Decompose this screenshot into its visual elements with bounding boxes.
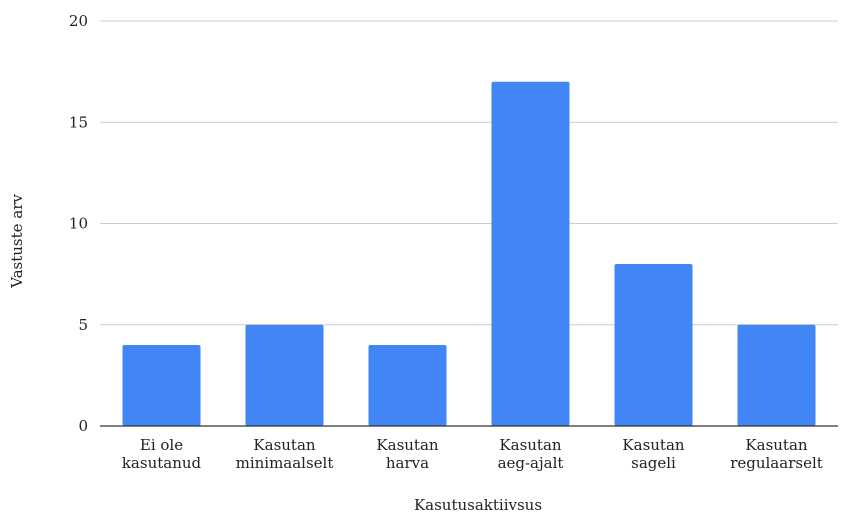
x-tick-label: Kasutan minimaalselt — [236, 436, 334, 472]
x-tick-label: Kasutan harva — [376, 436, 438, 472]
bar — [368, 345, 447, 426]
bar — [614, 264, 693, 426]
x-axis-ticks: Ei ole kasutanud Kasutan minimaalselt Kasuta… — [122, 436, 823, 472]
bar — [491, 81, 570, 426]
y-tick-label: 15 — [69, 113, 88, 131]
y-tick-label: 0 — [78, 417, 88, 435]
bars — [122, 81, 816, 426]
x-tick-label: Kasutan sageli — [622, 436, 684, 472]
bar — [245, 324, 324, 426]
bar — [737, 324, 816, 426]
y-tick-label: 10 — [69, 215, 88, 233]
y-tick-label: 5 — [78, 316, 88, 334]
gridlines — [100, 20, 838, 326]
x-tick-label: Kasutan regulaarselt — [730, 436, 823, 472]
bar — [122, 345, 201, 426]
x-axis-title: Kasutusaktiivsus — [414, 496, 542, 513]
x-tick-label: Kasutan aeg-ajalt — [498, 436, 564, 472]
y-axis-title: Vastuste arv — [8, 194, 26, 289]
y-tick-label: 20 — [69, 12, 88, 30]
y-axis-ticks: 0 5 10 15 20 — [69, 12, 88, 435]
x-tick-label: Ei ole kasutanud — [122, 436, 202, 472]
